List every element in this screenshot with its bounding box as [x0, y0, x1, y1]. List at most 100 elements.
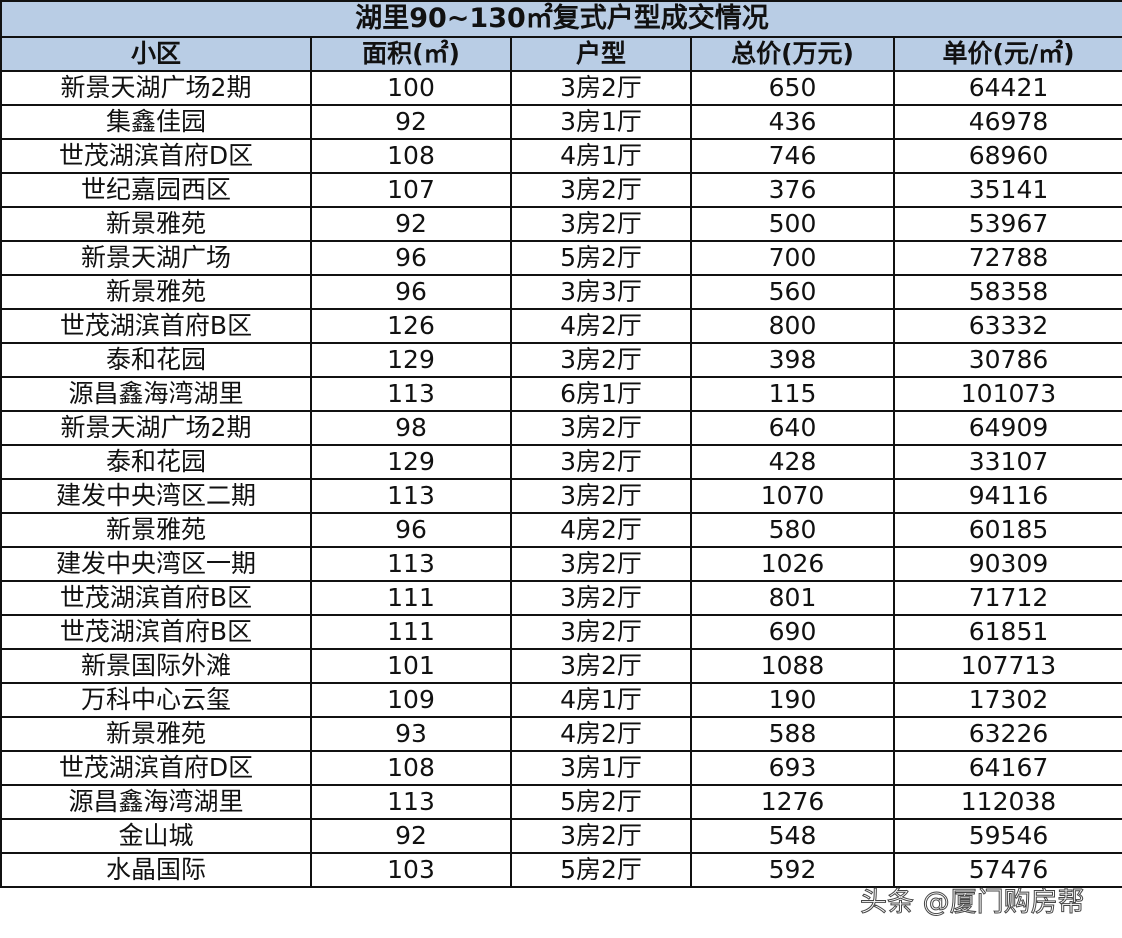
table-cell: 64167	[892, 750, 1122, 786]
table-cell: 107713	[892, 648, 1122, 684]
table-cell: 560	[690, 274, 895, 310]
table-cell: 新景天湖广场	[0, 240, 312, 276]
table-cell: 世茂湖滨首府D区	[0, 750, 312, 786]
table-cell: 新景雅苑	[0, 206, 312, 242]
table-cell: 92	[310, 206, 512, 242]
table-cell: 90309	[892, 546, 1122, 582]
table-cell: 1026	[690, 546, 895, 582]
table-row: 世茂湖滨首府B区 126 4房2厅 800 63332	[0, 308, 1122, 344]
table-cell: 100	[310, 70, 512, 106]
header-row: 小区 面积(㎡) 户型 总价(万元) 单价(元/㎡)	[0, 36, 1122, 72]
table-cell: 71712	[892, 580, 1122, 616]
table-cell: 436	[690, 104, 895, 140]
table-cell: 6房1厅	[510, 376, 692, 412]
table-cell: 集鑫佳园	[0, 104, 312, 140]
table-cell: 96	[310, 240, 512, 276]
table-body: 新景天湖广场2期 100 3房2厅 650 64421 集鑫佳园 92 3房1厅 436 4697…	[0, 70, 1122, 888]
table-cell: 53967	[892, 206, 1122, 242]
table-cell: 112038	[892, 784, 1122, 820]
table-cell: 46978	[892, 104, 1122, 140]
table-cell: 92	[310, 104, 512, 140]
table-cell: 96	[310, 274, 512, 310]
table-cell: 94116	[892, 478, 1122, 514]
watermark: 头条 @厦门购房帮	[860, 887, 1086, 919]
table-cell: 107	[310, 172, 512, 208]
table-cell: 109	[310, 682, 512, 718]
table-row: 泰和花园 129 3房2厅 428 33107	[0, 444, 1122, 480]
table-cell: 113	[310, 546, 512, 582]
table-cell: 3房2厅	[510, 70, 692, 106]
table-cell: 60185	[892, 512, 1122, 548]
table-cell: 3房2厅	[510, 172, 692, 208]
table-row: 建发中央湾区二期 113 3房2厅 1070 94116	[0, 478, 1122, 514]
table-cell: 水晶国际	[0, 852, 312, 888]
table-cell: 4房2厅	[510, 716, 692, 752]
table-cell: 世纪嘉园西区	[0, 172, 312, 208]
table-cell: 746	[690, 138, 895, 174]
table-row: 新景国际外滩 101 3房2厅 1088 107713	[0, 648, 1122, 684]
table-cell: 5房2厅	[510, 784, 692, 820]
column-header: 总价(万元)	[690, 36, 895, 72]
table-cell: 万科中心云玺	[0, 682, 312, 718]
table-cell: 世茂湖滨首府B区	[0, 614, 312, 650]
column-header: 面积(㎡)	[310, 36, 512, 72]
table-cell: 5房2厅	[510, 852, 692, 888]
table-cell: 世茂湖滨首府B区	[0, 308, 312, 344]
table-cell: 建发中央湾区一期	[0, 546, 312, 582]
table-cell: 新景天湖广场2期	[0, 70, 312, 106]
table-cell: 新景雅苑	[0, 512, 312, 548]
table-cell: 泰和花园	[0, 444, 312, 480]
table-cell: 17302	[892, 682, 1122, 718]
table-row: 新景天湖广场2期 100 3房2厅 650 64421	[0, 70, 1122, 106]
table-cell: 690	[690, 614, 895, 650]
table-row: 万科中心云玺 109 4房1厅 190 17302	[0, 682, 1122, 718]
table-cell: 64909	[892, 410, 1122, 446]
table-row: 世茂湖滨首府D区 108 3房1厅 693 64167	[0, 750, 1122, 786]
table-cell: 世茂湖滨首府B区	[0, 580, 312, 616]
table-cell: 580	[690, 512, 895, 548]
table-cell: 63226	[892, 716, 1122, 752]
table-row: 集鑫佳园 92 3房1厅 436 46978	[0, 104, 1122, 140]
table-cell: 113	[310, 784, 512, 820]
table-cell: 63332	[892, 308, 1122, 344]
table-cell: 57476	[892, 852, 1122, 888]
table-cell: 700	[690, 240, 895, 276]
table-row: 世茂湖滨首府B区 111 3房2厅 801 71712	[0, 580, 1122, 616]
table-cell: 428	[690, 444, 895, 480]
column-header: 户型	[510, 36, 692, 72]
table-cell: 588	[690, 716, 895, 752]
transactions-table: 湖里90~130㎡复式户型成交情况 小区 面积(㎡) 户型 总价(万元) 单价(元/㎡)…	[0, 0, 1122, 888]
table-cell: 泰和花园	[0, 342, 312, 378]
table-cell: 4房2厅	[510, 512, 692, 548]
table-cell: 新景雅苑	[0, 274, 312, 310]
table-cell: 801	[690, 580, 895, 616]
table-cell: 64421	[892, 70, 1122, 106]
table-cell: 3房2厅	[510, 648, 692, 684]
table-cell: 4房2厅	[510, 308, 692, 344]
table-cell: 398	[690, 342, 895, 378]
table-cell: 376	[690, 172, 895, 208]
table-cell: 3房1厅	[510, 750, 692, 786]
table-cell: 500	[690, 206, 895, 242]
table-cell: 3房3厅	[510, 274, 692, 310]
table-cell: 3房2厅	[510, 206, 692, 242]
table-cell: 129	[310, 342, 512, 378]
table-cell: 72788	[892, 240, 1122, 276]
table-cell: 93	[310, 716, 512, 752]
table-cell: 1070	[690, 478, 895, 514]
table-cell: 3房2厅	[510, 410, 692, 446]
table-cell: 58358	[892, 274, 1122, 310]
table-cell: 126	[310, 308, 512, 344]
table-cell: 548	[690, 818, 895, 854]
table-cell: 5房2厅	[510, 240, 692, 276]
table-cell: 金山城	[0, 818, 312, 854]
table-cell: 33107	[892, 444, 1122, 480]
column-header: 单价(元/㎡)	[892, 36, 1122, 72]
table-row: 金山城 92 3房2厅 548 59546	[0, 818, 1122, 854]
table-cell: 96	[310, 512, 512, 548]
table-row: 水晶国际 103 5房2厅 592 57476	[0, 852, 1122, 888]
table-cell: 新景天湖广场2期	[0, 410, 312, 446]
table-cell: 640	[690, 410, 895, 446]
table-cell: 新景雅苑	[0, 716, 312, 752]
table-cell: 3房2厅	[510, 342, 692, 378]
